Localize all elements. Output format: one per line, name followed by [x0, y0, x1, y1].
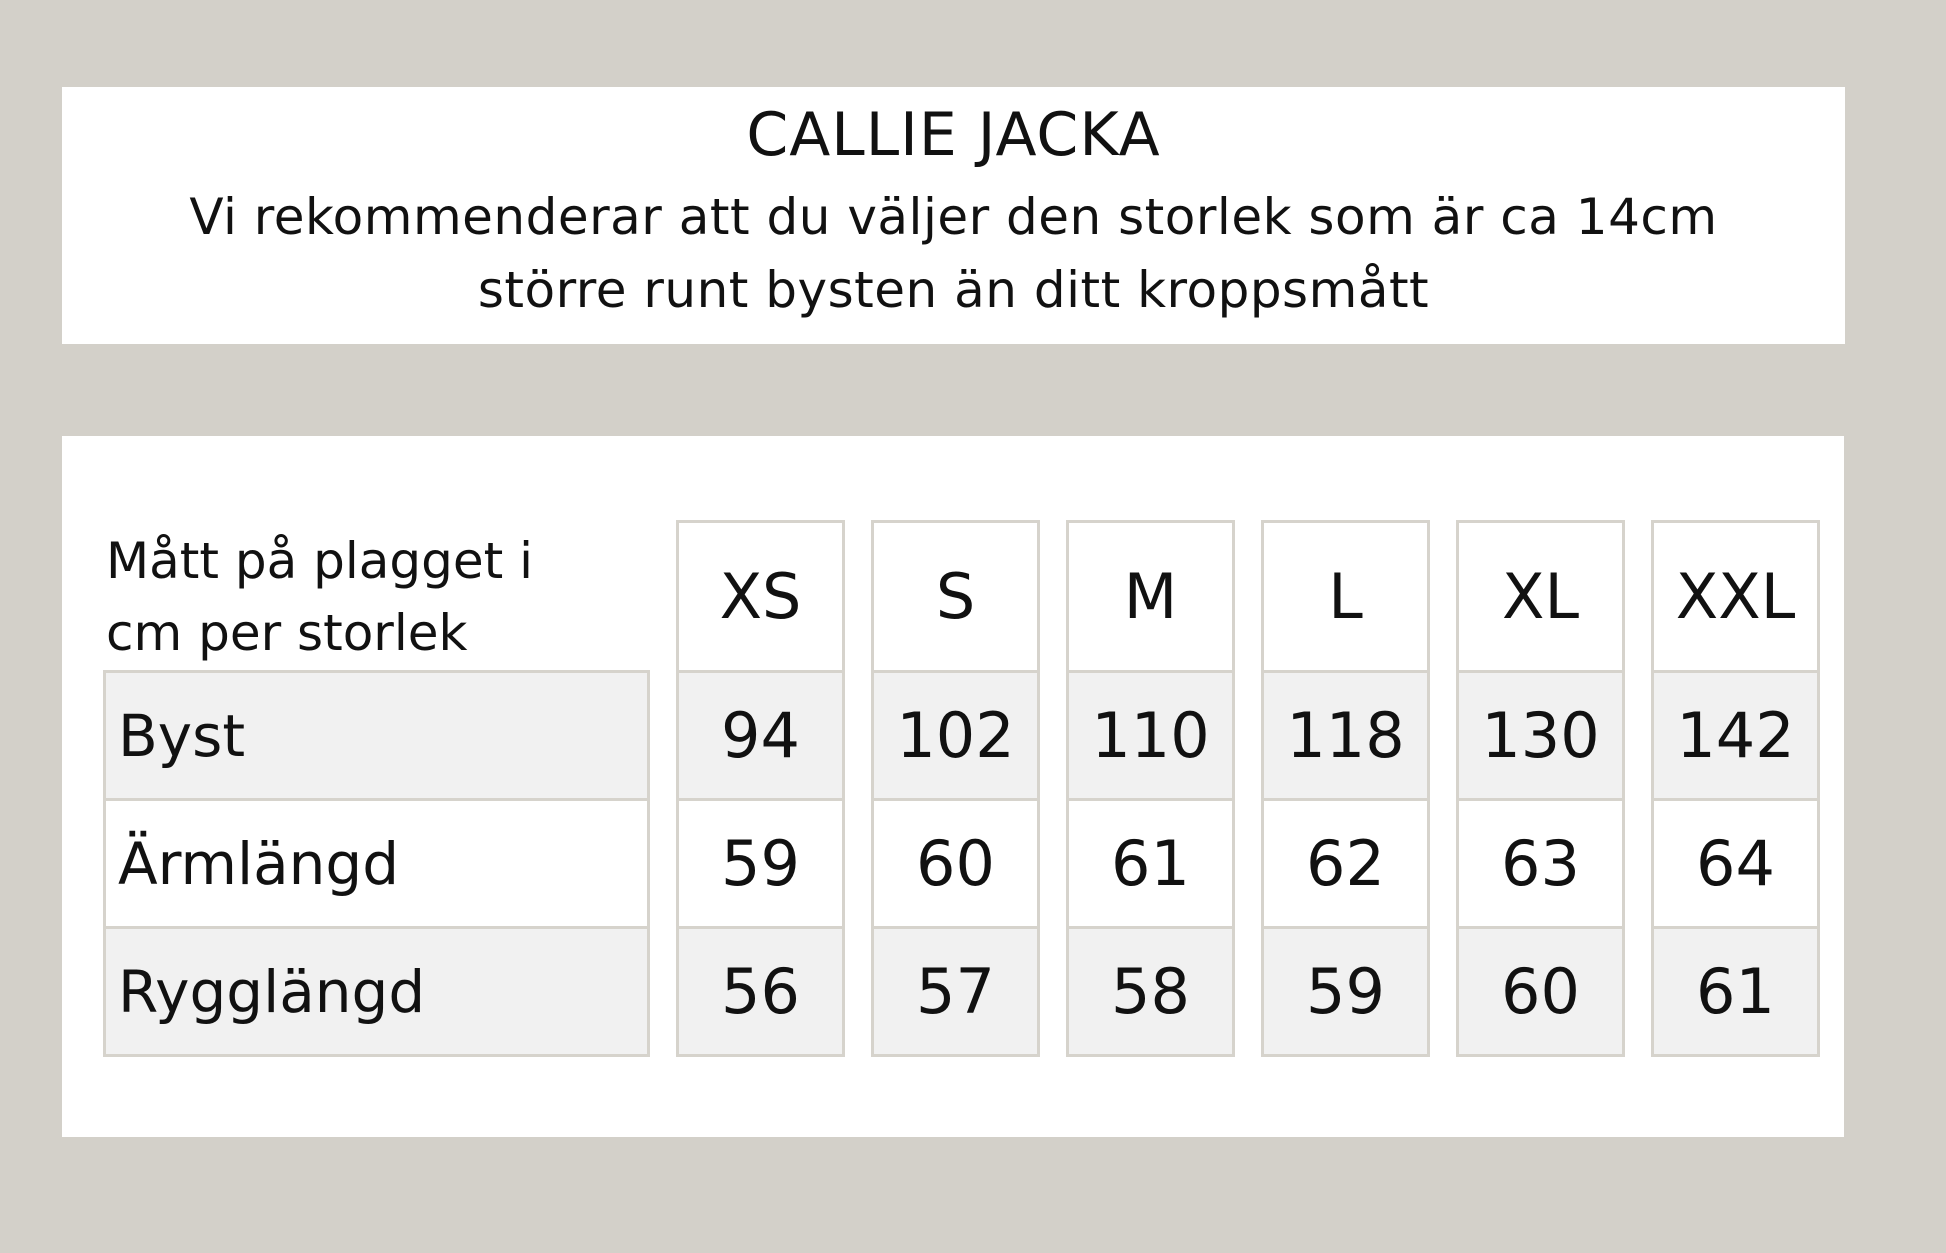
- row-label: Ärmlängd: [103, 798, 650, 929]
- measurement-cell: 94: [676, 670, 845, 801]
- size-header-l: L: [1261, 520, 1430, 673]
- measurement-cell: 61: [1066, 798, 1235, 929]
- measurement-cell: 64: [1651, 798, 1820, 929]
- measurement-cell: 60: [871, 798, 1040, 929]
- size-header-xs: XS: [676, 520, 845, 673]
- measurement-cell: 58: [1066, 926, 1235, 1057]
- measurement-cell: 142: [1651, 670, 1820, 801]
- measurement-cell: 56: [676, 926, 845, 1057]
- product-title: CALLIE JACKA: [746, 100, 1161, 170]
- measurement-cell: 63: [1456, 798, 1625, 929]
- recommendation-line-2: större runt bysten än ditt kroppsmått: [477, 261, 1430, 319]
- recommendation-line-1: Vi rekommenderar att du väljer den storl…: [189, 188, 1718, 246]
- table-corner-label: Mått på plagget i cm per storlek: [106, 525, 533, 669]
- size-header-s: S: [871, 520, 1040, 673]
- measurement-cell: 57: [871, 926, 1040, 1057]
- measurement-cell: 60: [1456, 926, 1625, 1057]
- measurement-cell: 110: [1066, 670, 1235, 801]
- size-header-xxl: XXL: [1651, 520, 1820, 673]
- corner-label-line-1: Mått på plagget i: [106, 532, 534, 590]
- size-header-m: M: [1066, 520, 1235, 673]
- measurement-cell: 62: [1261, 798, 1430, 929]
- measurement-cell: 59: [1261, 926, 1430, 1057]
- size-header-xl: XL: [1456, 520, 1625, 673]
- measurement-cell: 61: [1651, 926, 1820, 1057]
- row-label: Rygglängd: [103, 926, 650, 1057]
- measurement-cell: 102: [871, 670, 1040, 801]
- title-panel: CALLIE JACKA Vi rekommenderar att du väl…: [62, 87, 1845, 344]
- corner-label-line-2: cm per storlek: [106, 604, 468, 662]
- row-label: Byst: [103, 670, 650, 801]
- measurement-cell: 59: [676, 798, 845, 929]
- measurement-cell: 118: [1261, 670, 1430, 801]
- measurement-cell: 130: [1456, 670, 1625, 801]
